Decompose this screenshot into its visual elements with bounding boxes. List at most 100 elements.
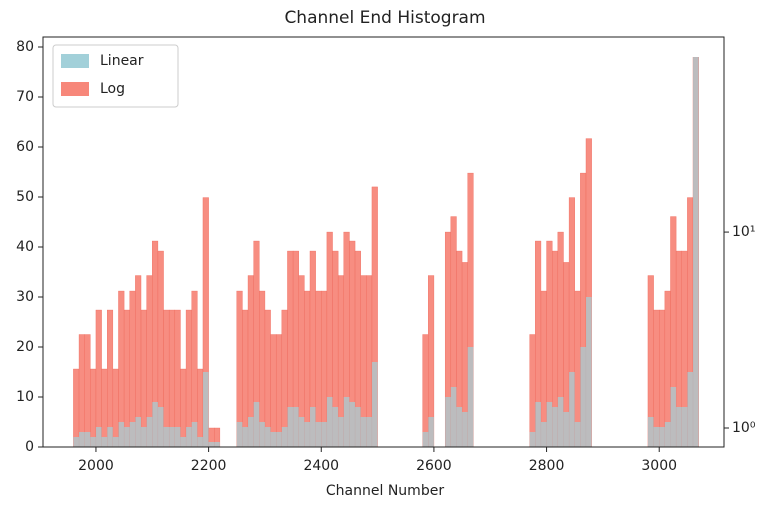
bar bbox=[118, 422, 125, 447]
bar bbox=[309, 407, 316, 447]
bar bbox=[236, 422, 243, 447]
y-tick-label: 60 bbox=[16, 139, 34, 155]
bar bbox=[112, 368, 119, 448]
x-tick-label: 2400 bbox=[303, 458, 339, 474]
bar bbox=[168, 309, 176, 448]
bar bbox=[687, 372, 694, 447]
bar bbox=[112, 437, 119, 447]
bar bbox=[185, 309, 192, 448]
bar bbox=[563, 412, 570, 447]
bar bbox=[129, 422, 136, 447]
chart-title: Channel End Histogram bbox=[284, 8, 485, 28]
bar bbox=[281, 427, 288, 447]
bar bbox=[163, 427, 170, 447]
bar bbox=[180, 368, 187, 448]
bar bbox=[535, 402, 541, 447]
bar bbox=[73, 368, 80, 448]
bar bbox=[529, 334, 536, 448]
bar bbox=[585, 297, 592, 447]
bar bbox=[95, 427, 102, 447]
bar bbox=[366, 417, 372, 447]
bar bbox=[681, 407, 688, 447]
bar bbox=[653, 427, 660, 447]
plot-frame bbox=[42, 36, 725, 448]
x-tick-label: 2600 bbox=[416, 458, 452, 474]
bar bbox=[214, 442, 220, 447]
bar bbox=[140, 309, 147, 448]
bar bbox=[321, 422, 327, 447]
y-tick-label: 30 bbox=[16, 289, 34, 305]
bar bbox=[659, 427, 665, 447]
bar bbox=[135, 417, 142, 447]
bar bbox=[422, 432, 429, 447]
bar bbox=[202, 372, 209, 447]
y-tick-label: 10 bbox=[16, 389, 34, 405]
bar bbox=[270, 334, 277, 448]
bar bbox=[275, 334, 283, 448]
bar bbox=[338, 417, 344, 447]
bar bbox=[332, 407, 339, 447]
bar bbox=[95, 309, 102, 448]
bar bbox=[456, 407, 463, 447]
bar bbox=[174, 427, 181, 447]
bar bbox=[529, 432, 536, 447]
bar bbox=[264, 427, 271, 447]
y-tick-label: 70 bbox=[16, 89, 34, 105]
legend-label: Log bbox=[100, 81, 125, 97]
legend-swatch bbox=[61, 82, 89, 96]
bar bbox=[653, 309, 660, 448]
bar bbox=[343, 397, 350, 447]
bar bbox=[540, 422, 547, 447]
bar bbox=[186, 427, 192, 447]
bar bbox=[659, 309, 666, 448]
bar bbox=[90, 368, 97, 448]
bar bbox=[78, 334, 85, 448]
bar bbox=[445, 397, 451, 447]
bar bbox=[462, 412, 468, 447]
bar bbox=[349, 402, 356, 447]
bar bbox=[157, 407, 164, 447]
bar bbox=[73, 437, 80, 447]
bar bbox=[371, 362, 378, 447]
bar bbox=[450, 387, 457, 447]
bar bbox=[276, 432, 282, 447]
bar bbox=[287, 407, 294, 447]
bar bbox=[281, 309, 288, 448]
bar bbox=[197, 368, 204, 448]
bar bbox=[242, 309, 249, 448]
legend-label: Linear bbox=[100, 53, 144, 69]
bar bbox=[580, 347, 586, 447]
bar bbox=[180, 437, 187, 447]
bar bbox=[197, 437, 203, 447]
x-axis-label: Channel Number bbox=[326, 483, 444, 499]
bar bbox=[315, 422, 322, 447]
bar bbox=[248, 417, 254, 447]
bar bbox=[191, 422, 198, 447]
bar bbox=[141, 427, 147, 447]
bar bbox=[84, 432, 91, 447]
x-tick-label: 3000 bbox=[641, 458, 677, 474]
bar bbox=[259, 422, 265, 447]
bar bbox=[428, 417, 434, 447]
x-tick-label: 2000 bbox=[78, 458, 114, 474]
y-tick-label: 20 bbox=[16, 339, 34, 355]
bar bbox=[90, 437, 96, 447]
bar bbox=[101, 368, 108, 448]
bar bbox=[146, 417, 153, 447]
bar bbox=[574, 422, 581, 447]
bar bbox=[163, 309, 170, 448]
bar bbox=[208, 442, 215, 447]
bar bbox=[264, 309, 271, 448]
bar bbox=[676, 407, 682, 447]
x-tick-label: 2800 bbox=[529, 458, 565, 474]
bar bbox=[293, 407, 299, 447]
bar bbox=[569, 372, 575, 447]
x-tick-label: 2200 bbox=[191, 458, 227, 474]
bar bbox=[174, 309, 181, 448]
bar bbox=[253, 402, 260, 447]
legend-swatch bbox=[61, 54, 89, 68]
y-tick-label: 40 bbox=[16, 239, 34, 255]
bar bbox=[670, 387, 677, 447]
bar bbox=[552, 407, 558, 447]
